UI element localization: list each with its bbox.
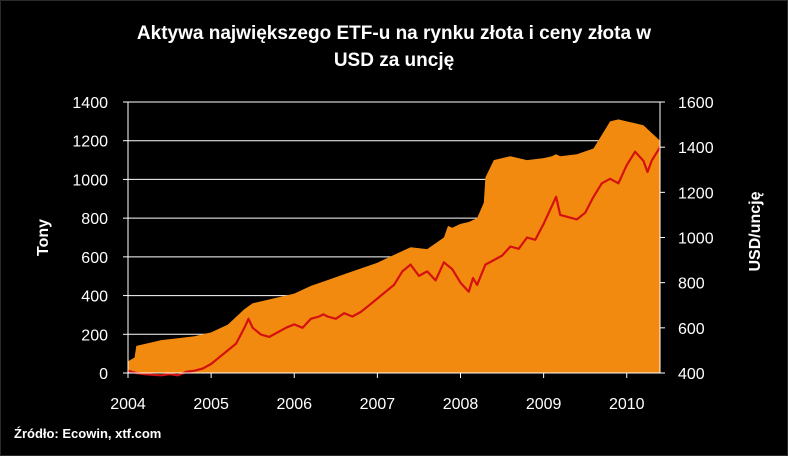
y-left-tick-label: 1400	[72, 95, 108, 112]
y-right-tick-label: 400	[678, 366, 705, 383]
x-tick-label: 2009	[526, 396, 562, 413]
area-series-etf-assets	[128, 119, 660, 374]
y-right-tick-label: 1400	[678, 140, 714, 157]
y-axis-label-left: Tony	[35, 219, 52, 256]
chart-title-line-1: Aktywa największego ETF-u na rynku złota…	[136, 23, 652, 44]
y-axis-label-right: USD/uncję	[747, 191, 764, 271]
y-right-tick-label: 1000	[678, 231, 714, 248]
y-right-tick-label: 1200	[678, 185, 714, 202]
x-tick-label: 2007	[360, 396, 396, 413]
y-left-tick-label: 400	[81, 289, 108, 306]
line-series-gold-price	[127, 146, 661, 377]
x-tick-label: 2006	[276, 396, 312, 413]
y-left-tick-label: 1200	[72, 134, 108, 151]
x-tick-label: 2004	[110, 396, 146, 413]
y-left-tick-label: 200	[81, 327, 108, 344]
y-left-tick-label: 0	[99, 366, 108, 383]
y-right-tick-label: 1600	[678, 95, 714, 112]
x-tick-label: 2008	[443, 396, 479, 413]
y-left-tick-label: 800	[81, 211, 108, 228]
y-right-tick-label: 600	[678, 321, 705, 338]
chart-title-line-2: USD za uncję	[333, 50, 455, 71]
x-tick-label: 2010	[609, 396, 645, 413]
x-tick-label: 2005	[193, 396, 229, 413]
source-note: Źródło: Ecowin, xtf.com	[14, 426, 162, 441]
chart-title: Aktywa największego ETF-u na rynku złota…	[0, 20, 788, 74]
y-left-tick-label: 600	[81, 250, 108, 267]
y-right-tick-label: 800	[678, 276, 705, 293]
y-left-tick-label: 1000	[72, 172, 108, 189]
